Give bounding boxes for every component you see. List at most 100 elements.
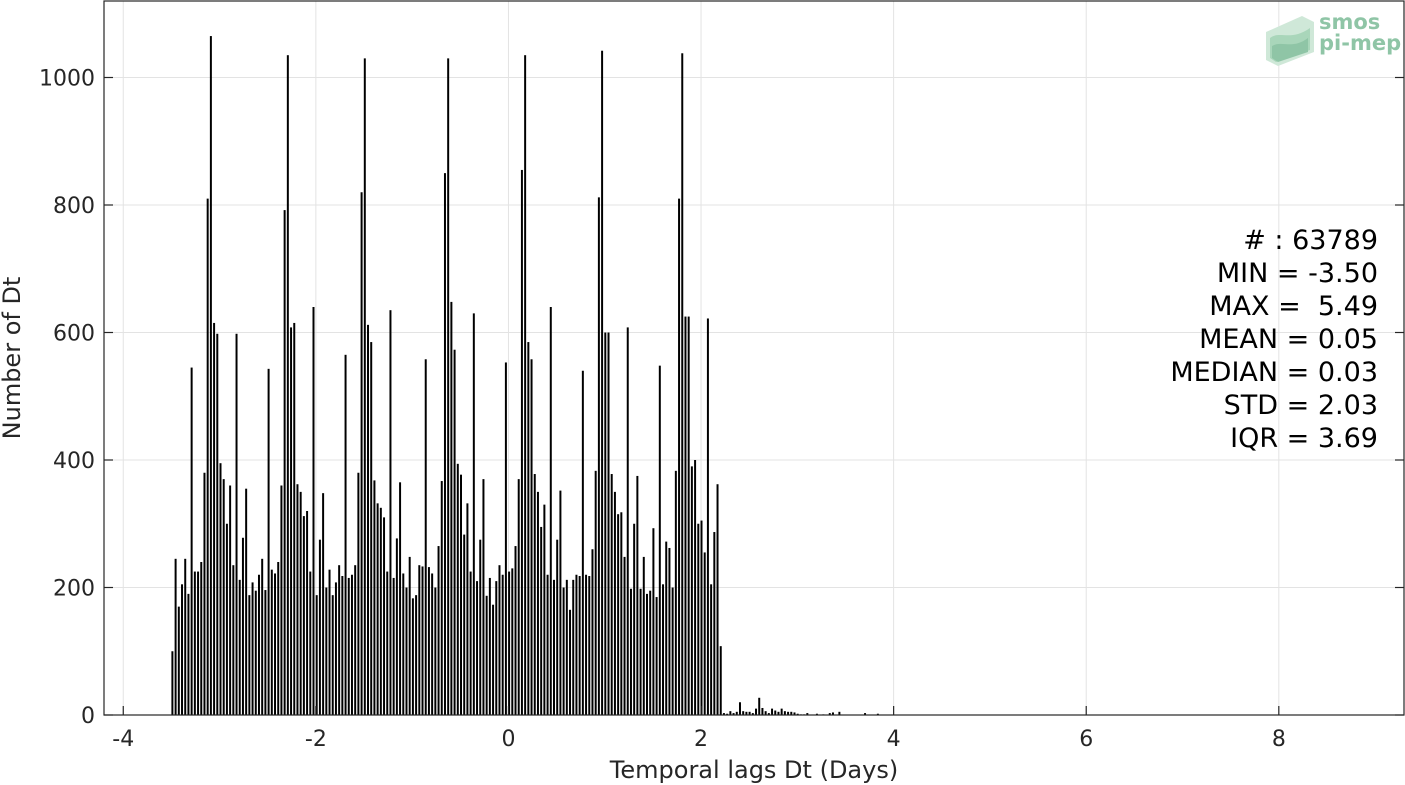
histogram-bar [322,493,325,715]
histogram-bar [540,526,543,715]
y-tick-label: 1000 [39,67,95,92]
histogram-bar [476,581,479,715]
histogram-bar [594,470,597,715]
histogram-bar [520,169,523,715]
histogram-bar [456,463,459,715]
histogram-bar [559,490,562,715]
histogram-bar [546,574,549,715]
histogram-bar [751,713,754,715]
histogram-bar [514,546,517,715]
histogram-bar [703,552,706,715]
y-axis-label: Number of Dt [0,277,26,440]
histogram-bar [296,484,299,715]
histogram-bar [485,595,488,715]
histogram-bar [399,482,402,715]
y-tick-label: 600 [53,322,95,347]
histogram-bar [553,579,555,715]
histogram-bar [386,571,389,715]
histogram-bar [517,479,520,715]
histogram-bar [383,517,386,715]
histogram-bar [421,566,424,715]
histogram-bar [395,538,398,715]
histogram-bar [623,556,626,715]
histogram-bar [367,324,370,715]
y-tick-label: 200 [53,577,95,602]
histogram-bar [713,532,716,715]
stat-std: STD = 2.03 [1223,390,1378,421]
histogram-bar [530,359,533,715]
histogram-bar [681,53,684,715]
histogram-bar [662,584,665,715]
histogram-bar [771,708,774,715]
histogram-bar [780,708,783,715]
histogram-bar [710,584,713,715]
histogram-bar [274,573,277,715]
histogram-bar [331,595,334,715]
histogram-bar [787,711,790,715]
histogram-bar [684,316,687,715]
histogram-bar [495,581,498,715]
histogram-bar [828,713,831,715]
histogram-bar [607,332,610,715]
histogram-bar [402,573,405,715]
histogram-bar [610,474,613,715]
stat-min: MIN = -3.50 [1216,258,1378,289]
histogram-bar [469,571,472,715]
histogram-bar [706,318,709,715]
histogram-bar [280,485,283,715]
histogram-bar [328,569,331,715]
plot-frame [103,0,1405,716]
histogram-bar [460,474,462,715]
histogram-bar [761,707,764,715]
histogram-bar [700,520,703,715]
histogram-bar [379,507,382,715]
histogram-bar [629,588,632,715]
histogram-bar [360,192,363,715]
x-tick-label: 4 [887,727,901,752]
x-axis-label: Temporal lags Dt (Days) [609,756,898,784]
histogram-bar [283,210,286,715]
histogram-bar [652,528,655,715]
histogram-bar [177,606,180,715]
histogram-bar [671,587,674,715]
histogram-bar [793,712,796,715]
histogram-bar [431,573,434,715]
histogram-bar [453,349,456,715]
histogram-bar [270,569,273,715]
histogram-bar [238,579,241,715]
histogram-bar [302,516,305,715]
histogram-bar [508,571,511,715]
histogram-bar [466,503,469,715]
histogram-bar [488,577,491,715]
histogram-bar [235,333,238,715]
histogram-bar [193,571,196,715]
histogram-bar [479,539,482,715]
histogram-bar [222,479,225,715]
histogram-bar [209,36,212,715]
histogram-bar [427,567,430,715]
stat-median: MEDIAN = 0.03 [1170,357,1378,388]
histogram-bar [742,711,745,715]
histogram-bar [636,475,639,715]
histogram-bar [501,574,504,715]
histogram-bar [790,711,793,715]
histogram-bar [184,558,187,715]
histogram-bar [604,332,607,715]
histogram-bar [585,574,588,715]
histogram-bar [581,370,584,715]
histogram-bar [626,327,629,715]
histogram-bar [556,539,559,715]
histogram-bar [617,514,620,715]
histogram-bar [248,595,251,715]
y-tick-label: 0 [81,704,95,729]
histogram-bar [257,574,260,715]
logo-text-smos: smos [1319,10,1381,34]
histogram-bar [309,571,312,715]
histogram-bar [225,523,228,715]
histogram-bar [447,58,450,715]
histogram-bar [838,711,841,715]
histogram-bar [498,565,501,715]
histogram-bar [645,593,648,715]
histogram-bar [251,582,254,715]
